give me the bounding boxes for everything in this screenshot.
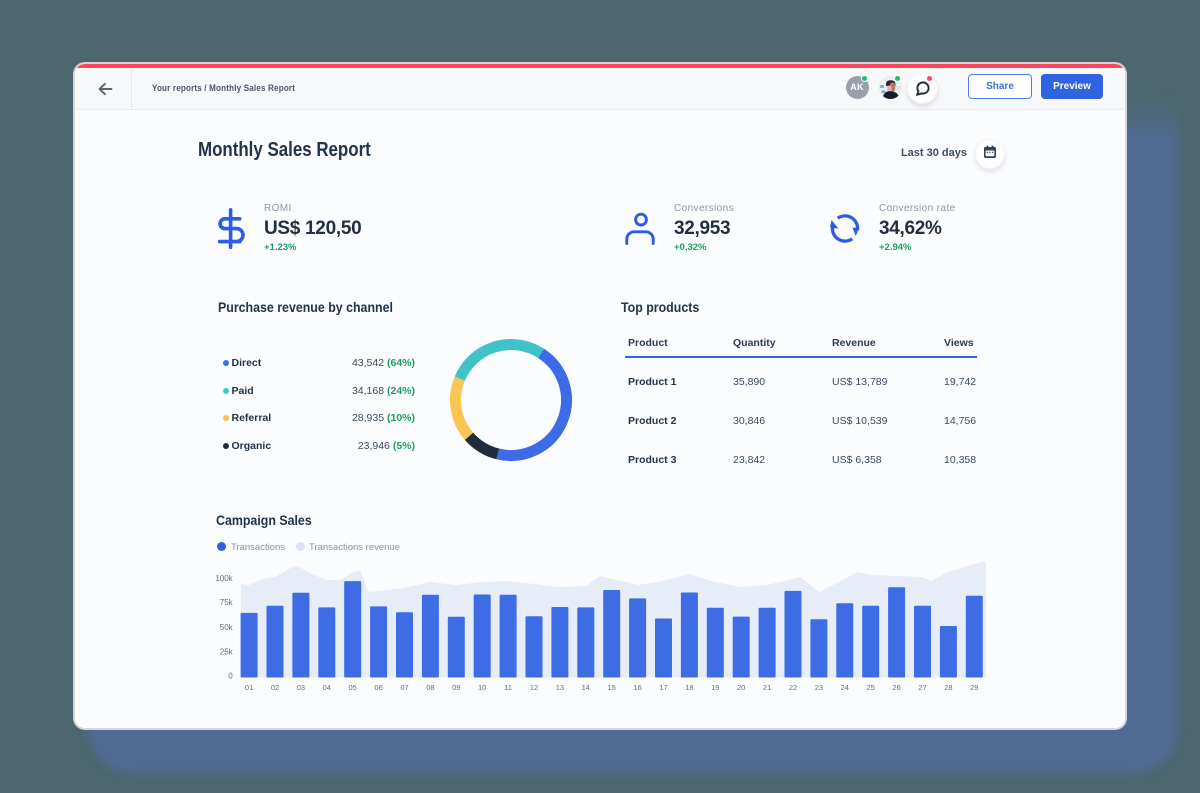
svg-text:50k: 50k <box>219 623 233 632</box>
svg-text:26: 26 <box>892 683 900 692</box>
svg-text:24: 24 <box>840 683 848 692</box>
svg-text:01: 01 <box>245 683 253 692</box>
svg-text:19: 19 <box>711 683 719 692</box>
svg-text:28: 28 <box>944 683 952 692</box>
svg-text:13: 13 <box>555 683 563 692</box>
svg-text:100k: 100k <box>215 574 233 583</box>
svg-text:11: 11 <box>504 683 512 692</box>
svg-text:17: 17 <box>659 683 667 692</box>
svg-text:04: 04 <box>322 683 330 692</box>
svg-text:27: 27 <box>918 683 926 692</box>
svg-text:18: 18 <box>685 683 693 692</box>
svg-text:08: 08 <box>426 683 434 692</box>
svg-text:75k: 75k <box>219 598 233 607</box>
svg-text:09: 09 <box>452 683 460 692</box>
svg-text:25k: 25k <box>219 648 233 657</box>
svg-text:10: 10 <box>478 683 486 692</box>
svg-text:22: 22 <box>788 683 796 692</box>
svg-text:23: 23 <box>814 683 822 692</box>
svg-text:15: 15 <box>607 683 615 692</box>
svg-text:14: 14 <box>581 683 589 692</box>
svg-text:29: 29 <box>970 683 978 692</box>
svg-text:06: 06 <box>374 683 382 692</box>
svg-text:21: 21 <box>763 683 771 692</box>
svg-text:07: 07 <box>400 683 408 692</box>
svg-text:16: 16 <box>633 683 641 692</box>
svg-text:25: 25 <box>866 683 874 692</box>
svg-text:12: 12 <box>529 683 537 692</box>
svg-text:02: 02 <box>270 683 278 692</box>
svg-text:05: 05 <box>348 683 356 692</box>
svg-text:20: 20 <box>737 683 745 692</box>
svg-text:03: 03 <box>296 683 304 692</box>
svg-text:0: 0 <box>228 671 233 680</box>
